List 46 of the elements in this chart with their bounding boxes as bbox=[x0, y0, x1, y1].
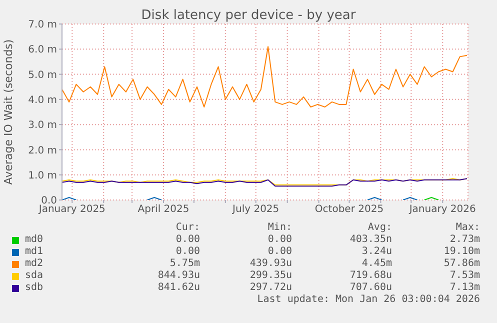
text: Last update: Mon Jan 26 03:00:04 2026 bbox=[256, 294, 480, 306]
text: 0.00 bbox=[266, 246, 292, 258]
text: Avg: bbox=[366, 222, 392, 234]
text: Cur: bbox=[174, 222, 200, 234]
line-series bbox=[62, 46, 468, 108]
text: 297.72u bbox=[248, 282, 292, 294]
text: 0.00 bbox=[266, 234, 292, 246]
chart-title: Disk latency per device - by year bbox=[141, 8, 356, 23]
text: 7.13m bbox=[448, 282, 480, 294]
text: 299.35u bbox=[248, 270, 292, 282]
text: 57.86m bbox=[442, 258, 480, 270]
text: 439.93u bbox=[248, 258, 292, 270]
text: 2.73m bbox=[448, 234, 480, 246]
text: 0.00 bbox=[174, 246, 200, 258]
y-tick-label: 3.0 m bbox=[28, 120, 57, 132]
y-tick-label: 2.0 m bbox=[28, 145, 57, 156]
text: 19.10m bbox=[442, 246, 480, 258]
legend-label: md2 bbox=[25, 258, 44, 270]
legend-label: sda bbox=[25, 270, 44, 282]
x-tick-label: April 2025 bbox=[138, 204, 190, 216]
text: 719.68u bbox=[348, 270, 392, 282]
x-tick-label: July 2025 bbox=[232, 204, 280, 216]
text: 403.35n bbox=[348, 234, 392, 246]
text: 3.24u bbox=[360, 246, 392, 258]
legend-label: md0 bbox=[25, 234, 44, 246]
text: 5.75m bbox=[168, 258, 200, 270]
y-tick-label: 1.0 m bbox=[28, 170, 57, 182]
x-tick-label: January 2025 bbox=[38, 204, 106, 216]
legend-label: sdb bbox=[25, 282, 44, 294]
y-tick-label: 7.0 m bbox=[28, 20, 57, 31]
y-tick-label: 0.0 bbox=[41, 196, 57, 207]
text: Max: bbox=[454, 222, 480, 234]
text: 4.45m bbox=[360, 258, 392, 270]
text: 841.62u bbox=[156, 282, 200, 294]
text: 844.93u bbox=[156, 270, 200, 282]
y-tick-label: 6.0 m bbox=[28, 44, 57, 56]
x-tick-label: January 2026 bbox=[408, 204, 476, 216]
y-tick-label: 5.0 m bbox=[28, 70, 57, 81]
x-tick-label: October 2025 bbox=[314, 204, 384, 216]
text: Min: bbox=[266, 222, 292, 234]
text: 7.53m bbox=[448, 270, 480, 282]
y-axis-title: Average IO Wait (seconds) bbox=[2, 39, 15, 185]
text: 0.00 bbox=[174, 234, 200, 246]
y-tick-label: 4.0 m bbox=[28, 94, 57, 106]
text: 707.60u bbox=[348, 282, 392, 294]
legend-label: md1 bbox=[25, 246, 44, 258]
